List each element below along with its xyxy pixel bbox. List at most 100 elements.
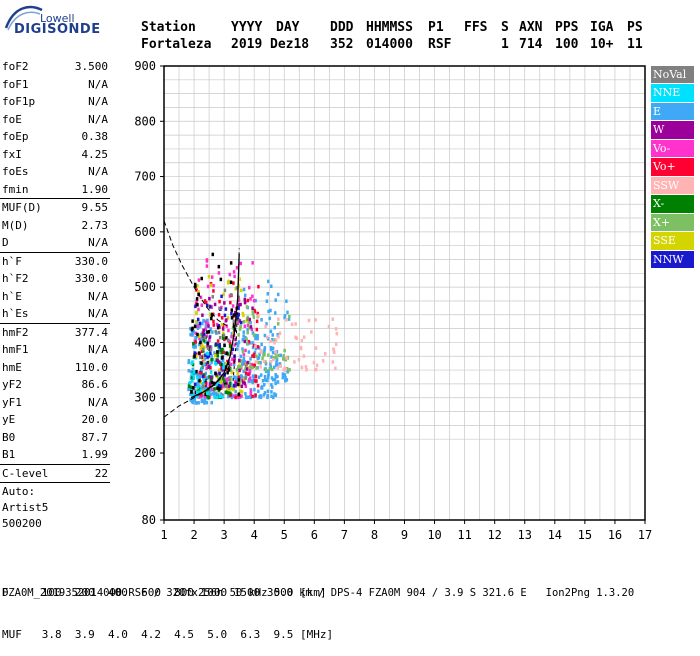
echo-point bbox=[282, 354, 285, 358]
echo-point bbox=[204, 362, 208, 367]
echo-point bbox=[200, 361, 203, 365]
echo-point bbox=[211, 252, 215, 257]
echo-point bbox=[244, 376, 247, 380]
echo-point bbox=[211, 387, 214, 392]
param-row-hmf1: hmF1 N/A bbox=[0, 341, 112, 359]
echo-point bbox=[265, 335, 269, 340]
echo-point bbox=[198, 336, 201, 341]
echo-point bbox=[251, 380, 254, 385]
digisonde-logo-swoosh bbox=[4, 5, 43, 31]
header-label-station: Station bbox=[141, 20, 196, 35]
header-label-yyyy: YYYY bbox=[231, 20, 263, 35]
echo-point bbox=[212, 389, 215, 394]
echo-point bbox=[259, 361, 262, 365]
param-label: C-level bbox=[2, 466, 49, 480]
echo-point bbox=[196, 373, 199, 377]
echo-point bbox=[248, 368, 252, 373]
echo-point bbox=[307, 318, 311, 323]
echo-point bbox=[229, 367, 232, 372]
echo-point bbox=[242, 313, 245, 318]
echo-point bbox=[197, 401, 200, 405]
echo-point bbox=[275, 363, 279, 367]
echo-point bbox=[197, 289, 200, 294]
echo-point bbox=[189, 385, 193, 389]
echo-point bbox=[192, 375, 196, 379]
echo-point bbox=[216, 358, 219, 363]
artist-version: Artist5 bbox=[2, 501, 49, 514]
echo-point bbox=[238, 327, 242, 331]
echo-point bbox=[239, 325, 243, 329]
echo-point bbox=[190, 379, 194, 383]
echo-point bbox=[201, 384, 205, 389]
param-row-yf1: yF1 N/A bbox=[0, 394, 112, 412]
echo-point bbox=[265, 299, 269, 303]
echo-point bbox=[205, 264, 209, 268]
echo-point bbox=[216, 386, 219, 390]
echo-point bbox=[194, 284, 197, 289]
echo-point bbox=[244, 371, 248, 375]
echo-point bbox=[216, 392, 219, 396]
echo-point bbox=[212, 323, 215, 327]
echo-point bbox=[249, 297, 252, 301]
echo-point bbox=[221, 327, 225, 331]
echo-point bbox=[226, 338, 230, 342]
x-tick-label: 10 bbox=[427, 528, 441, 542]
echo-point bbox=[213, 394, 217, 399]
param-label: M(D) bbox=[2, 218, 29, 232]
echo-point bbox=[235, 382, 238, 386]
echo-point bbox=[226, 370, 229, 375]
echo-point bbox=[243, 293, 247, 298]
echo-point bbox=[192, 369, 196, 374]
echo-point bbox=[237, 395, 240, 400]
echo-point bbox=[230, 370, 234, 375]
echo-point bbox=[208, 345, 211, 349]
echo-point bbox=[239, 365, 243, 369]
echo-point bbox=[277, 335, 280, 339]
echo-point bbox=[199, 340, 202, 345]
echo-point bbox=[221, 331, 225, 336]
echo-point bbox=[198, 324, 202, 328]
echo-point bbox=[268, 366, 271, 371]
echo-point bbox=[217, 313, 221, 317]
echo-point bbox=[244, 361, 248, 366]
param-row-foes: foEs N/A bbox=[0, 163, 112, 181]
echo-point bbox=[255, 379, 258, 383]
echo-point bbox=[281, 372, 285, 376]
param-value: N/A bbox=[88, 236, 108, 249]
echo-point bbox=[201, 382, 204, 387]
echo-point bbox=[191, 367, 195, 372]
echo-point bbox=[199, 337, 203, 342]
echo-point bbox=[242, 380, 245, 385]
echo-point bbox=[221, 395, 225, 399]
echo-point bbox=[222, 362, 225, 367]
legend-item-ssw: SSW bbox=[651, 176, 694, 195]
echo-point bbox=[215, 322, 219, 327]
distance-muf-table: D 100 200 400 600 800 1000 1500 3000 [km… bbox=[2, 558, 333, 656]
echo-point bbox=[285, 299, 288, 303]
echo-point bbox=[256, 311, 260, 316]
echo-point bbox=[203, 356, 207, 360]
echo-point bbox=[278, 331, 282, 335]
echo-point bbox=[224, 367, 228, 372]
param-row-fmin: fmin 1.90 bbox=[0, 181, 112, 199]
echo-point bbox=[321, 359, 325, 363]
echo-point bbox=[264, 368, 268, 372]
echo-point bbox=[272, 365, 276, 370]
echo-point bbox=[251, 354, 254, 358]
echo-point bbox=[218, 335, 222, 340]
echo-point bbox=[208, 335, 211, 339]
echo-point bbox=[201, 331, 204, 335]
echo-point bbox=[270, 347, 273, 352]
echo-point bbox=[229, 362, 233, 367]
param-label: foEs bbox=[2, 165, 29, 178]
echo-point bbox=[206, 394, 209, 399]
echo-point bbox=[251, 345, 255, 350]
y-tick-label: 200 bbox=[134, 446, 156, 460]
echo-point bbox=[250, 362, 253, 367]
echo-point bbox=[255, 366, 258, 370]
echo-point bbox=[205, 376, 209, 381]
echo-point bbox=[276, 380, 280, 384]
echo-point bbox=[251, 331, 255, 335]
echo-point bbox=[200, 349, 204, 354]
echo-point bbox=[229, 391, 232, 396]
